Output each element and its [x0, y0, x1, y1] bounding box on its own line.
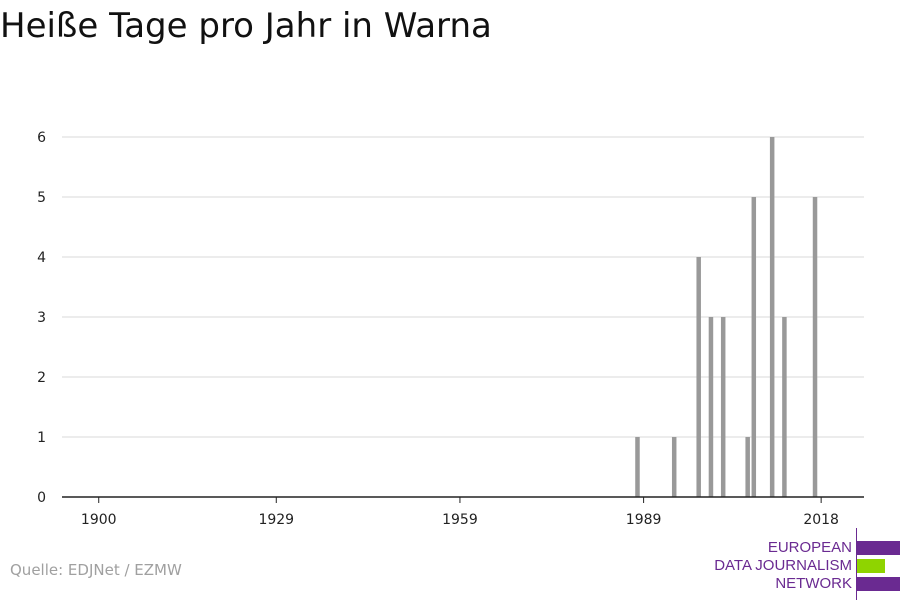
bar — [812, 197, 818, 497]
gridlines — [62, 136, 864, 438]
y-tick-label: 1 — [37, 430, 46, 446]
y-tick-labels: 0 1 2 3 4 5 6 — [37, 130, 46, 506]
logo-text-line2: DATA JOURNALISM — [714, 557, 852, 574]
bar — [720, 317, 726, 497]
logo-text-line1: EUROPEAN — [767, 539, 852, 556]
x-tick-label: 1900 — [81, 512, 117, 528]
bar — [782, 317, 787, 497]
y-tick-label: 6 — [37, 130, 46, 146]
y-tick-label: 4 — [37, 250, 46, 266]
bar — [751, 197, 757, 497]
logo-divider — [856, 528, 857, 600]
x-tick-label: 1929 — [258, 512, 294, 528]
bar — [696, 257, 701, 497]
x-tick-label: 1989 — [626, 512, 662, 528]
y-tick-label: 3 — [37, 310, 46, 326]
bar — [671, 437, 677, 497]
x-tick-label: 2018 — [803, 512, 839, 528]
bar — [769, 137, 775, 497]
chart-title: Heiße Tage pro Jahr in Warna — [0, 6, 492, 46]
y-tick-label: 5 — [37, 190, 46, 206]
bars — [635, 137, 818, 497]
edjnet-logo: EUROPEAN DATA JOURNALISM NETWORK — [700, 528, 900, 600]
logo-bar-top — [857, 541, 900, 555]
x-tick-labels: 1900 1929 1959 1989 2018 — [81, 512, 839, 528]
y-tick-label: 2 — [37, 370, 46, 386]
bar — [635, 437, 640, 497]
logo-bar-middle — [857, 559, 885, 573]
bar — [708, 317, 714, 497]
axes — [62, 496, 864, 503]
logo-text-line3: NETWORK — [775, 575, 852, 592]
bar — [745, 437, 750, 497]
logo-bar-bottom — [857, 577, 900, 591]
x-tick-label: 1959 — [442, 512, 478, 528]
y-tick-label: 0 — [37, 490, 46, 506]
source-note: Quelle: EDJNet / EZMW — [10, 561, 182, 579]
